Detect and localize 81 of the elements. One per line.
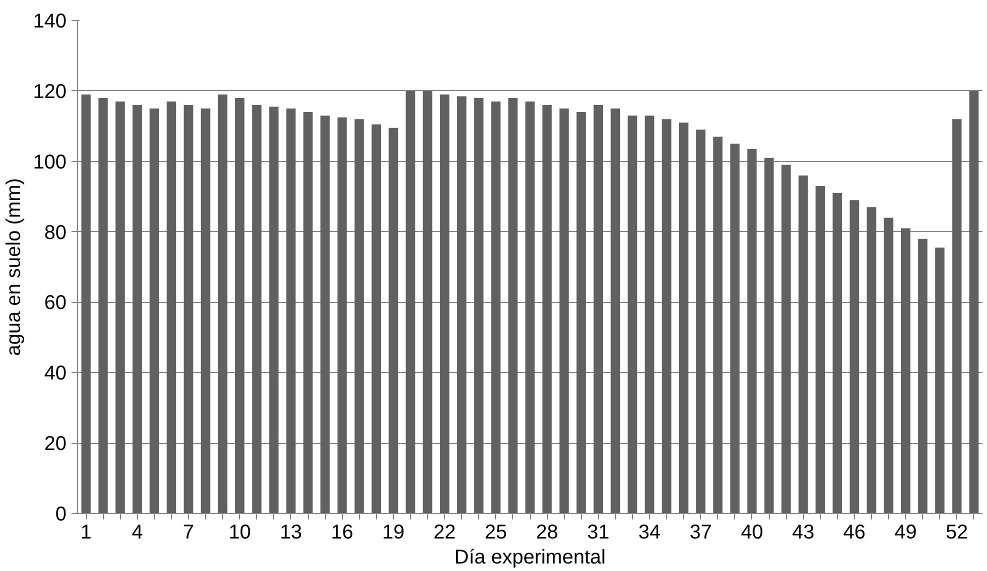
x-tick-label: 13 [280, 522, 302, 544]
x-tick-label: 4 [132, 522, 143, 544]
y-tick-label: 140 [33, 10, 67, 32]
bar [81, 94, 91, 514]
bar [320, 116, 330, 514]
bar [218, 94, 228, 514]
bar [150, 108, 160, 514]
bar [388, 128, 398, 514]
y-tick-label: 120 [33, 80, 67, 103]
x-tick-label: 40 [740, 522, 764, 544]
bar [798, 175, 808, 514]
bar [269, 106, 279, 514]
x-tick-label: 49 [894, 522, 917, 544]
bar [610, 108, 620, 514]
bar [286, 108, 296, 514]
bar [235, 98, 244, 514]
bar [764, 158, 774, 514]
bar [850, 200, 860, 514]
bar [542, 105, 552, 514]
x-tick-label: 25 [484, 522, 507, 544]
x-tick-label: 37 [690, 522, 712, 544]
bar [816, 186, 825, 514]
bar [440, 94, 450, 514]
bar [354, 119, 364, 514]
bar [474, 98, 484, 514]
bar [372, 124, 382, 514]
bar [644, 116, 654, 514]
bar [781, 164, 791, 514]
x-tick-label: 16 [331, 522, 354, 544]
x-tick-label: 7 [182, 522, 194, 544]
y-tick-label: 60 [44, 292, 67, 314]
bar [918, 238, 928, 514]
bar [576, 112, 586, 514]
bar [184, 105, 194, 514]
bar [730, 144, 740, 514]
bar [200, 108, 210, 514]
bar [132, 105, 142, 514]
bar [747, 149, 757, 514]
bar [337, 117, 347, 514]
bar [115, 101, 125, 514]
bar [594, 105, 603, 514]
bar [713, 136, 723, 514]
bar [252, 105, 262, 514]
bar [422, 90, 432, 514]
x-tick-label: 28 [536, 522, 558, 544]
y-tick-label: 20 [44, 433, 67, 456]
bar [696, 130, 706, 514]
x-tick-label: 34 [638, 522, 661, 544]
x-tick-label: 31 [587, 522, 610, 544]
bar [900, 228, 910, 514]
bar [662, 119, 672, 514]
bar [98, 98, 108, 514]
x-tick-label: 46 [843, 522, 866, 544]
bar [678, 122, 688, 514]
y-axis-title: agua en suelo (mm) [3, 178, 26, 356]
x-tick-label: 43 [792, 522, 814, 544]
bar [866, 207, 876, 514]
bar [457, 96, 466, 514]
bar [166, 101, 176, 514]
bar [952, 119, 962, 514]
y-tick-label: 0 [55, 504, 66, 526]
bar [508, 98, 518, 514]
x-tick-label: 52 [946, 522, 968, 544]
bar [559, 108, 569, 514]
bar [884, 218, 894, 514]
bar [303, 112, 313, 514]
x-axis-title: Día experimental [454, 546, 606, 568]
bar [628, 116, 638, 514]
x-tick-label: 19 [382, 522, 405, 544]
y-tick-label: 80 [44, 222, 67, 244]
y-tick-label: 100 [33, 151, 67, 174]
bar [406, 90, 416, 514]
x-tick-label: 22 [434, 522, 456, 544]
bar [935, 248, 945, 514]
y-tick-label: 40 [44, 362, 67, 385]
bar [525, 101, 535, 514]
bar [832, 193, 842, 514]
x-tick-label: 1 [80, 522, 92, 544]
bar [969, 90, 979, 514]
x-tick-label: 10 [228, 522, 251, 544]
bar [491, 101, 501, 514]
